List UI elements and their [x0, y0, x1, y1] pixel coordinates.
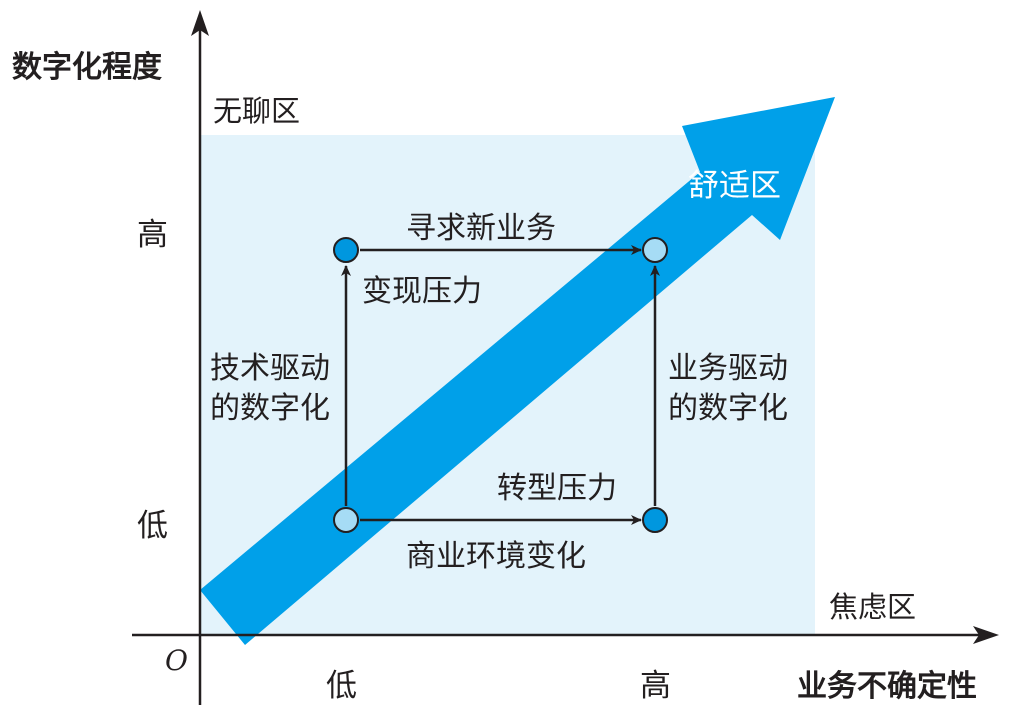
y-tick-low: 低	[137, 508, 168, 544]
node-high-digital-low-uncertainty	[333, 237, 359, 263]
label-business-env-change: 商业环境变化	[406, 539, 586, 574]
comfort-zone-arrow	[200, 97, 835, 645]
zone-boring-label: 无聊区	[213, 94, 300, 128]
label-monetization-pressure: 变现压力	[362, 274, 482, 309]
y-axis-title: 数字化程度	[12, 50, 162, 85]
y-axis-arrowhead	[191, 10, 209, 36]
node-low-digital-high-uncertainty	[642, 507, 668, 533]
node-high-digital-high-uncertainty	[642, 237, 668, 263]
label-transformation-pressure: 转型压力	[497, 471, 617, 506]
label-seek-new-business: 寻求新业务	[406, 211, 556, 246]
label-business-driven-line1: 业务驱动	[668, 351, 788, 386]
node-low-digital-low-uncertainty	[333, 507, 359, 533]
x-axis-title: 业务不确定性	[797, 669, 977, 704]
zone-anxiety-label: 焦虑区	[829, 590, 916, 624]
origin-label: O	[165, 644, 188, 677]
x-tick-low: 低	[326, 668, 357, 704]
label-tech-driven-line1: 技术驱动	[210, 351, 330, 386]
x-tick-high: 高	[640, 668, 671, 704]
label-business-driven-line2: 的数字化	[668, 391, 788, 426]
label-tech-driven-line2: 的数字化	[210, 391, 330, 426]
x-axis-arrowhead	[973, 626, 999, 644]
zone-comfort-label: 舒适区	[688, 168, 781, 203]
y-tick-high: 高	[137, 217, 168, 253]
